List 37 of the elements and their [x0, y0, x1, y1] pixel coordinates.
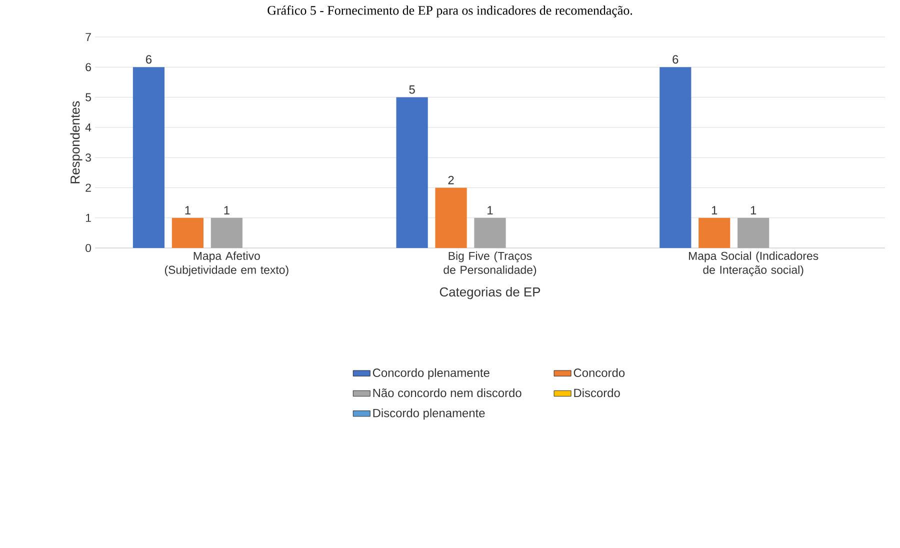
x-tick-label: Mapa Afetivo (Subjetividade em texto)	[164, 252, 288, 276]
data-label: 6	[672, 55, 678, 64]
x-tick-label: Mapa Social (Indicadores de Interação social)	[689, 252, 818, 276]
bar	[132, 67, 165, 248]
data-label: 2	[448, 176, 454, 184]
y-tick-label: 6	[86, 63, 91, 72]
x-tick-label: Big Five (Traços de Personalidade)	[444, 252, 536, 276]
bar	[698, 218, 730, 248]
data-label: 1	[224, 206, 230, 214]
data-label: 6	[146, 55, 152, 64]
data-label: 1	[185, 206, 190, 214]
data-label: 1	[488, 206, 493, 214]
legend-label: Discordo plenamente	[373, 408, 485, 420]
y-tick-label: 7	[86, 33, 91, 41]
y-tick-label: 1	[86, 214, 91, 222]
y-tick-label: 3	[86, 154, 91, 162]
legend-label: Não concordo nem discordo	[373, 388, 522, 398]
y-tick-label: 4	[85, 123, 92, 132]
bar	[474, 218, 506, 248]
y-tick-label: 5	[86, 93, 91, 102]
legend-label: Concordo plenamente	[372, 368, 490, 380]
data-label: 1	[750, 206, 756, 214]
chart-title: Gráfico 5 - Fornecimento de EP para os indicadores de recomendação.	[268, 6, 632, 18]
bar	[172, 218, 204, 248]
bar	[396, 97, 428, 248]
legend-label: Concordo	[574, 368, 625, 378]
y-axis-title: Respondentes	[70, 101, 82, 184]
y-tick-label: 2	[86, 184, 91, 192]
data-label: 1	[712, 206, 718, 214]
bar	[435, 188, 467, 248]
legend-label: Discordo	[574, 388, 620, 398]
bar	[660, 67, 692, 248]
bar	[210, 218, 242, 248]
y-tick-label: 0	[86, 244, 92, 252]
data-label: 5	[409, 85, 415, 94]
x-axis-title: Categorias de EP	[440, 287, 540, 300]
bar	[738, 218, 770, 248]
